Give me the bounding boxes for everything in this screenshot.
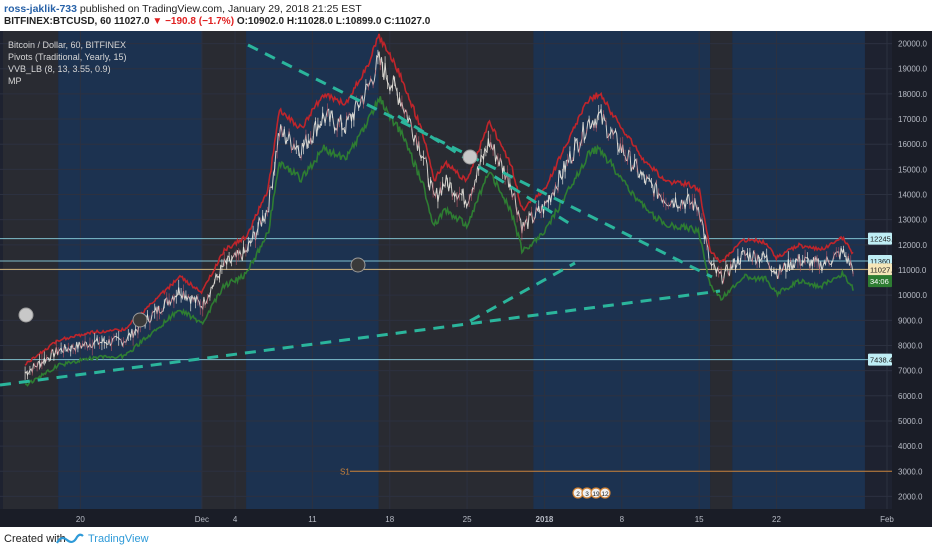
publish-info: published on TradingView.com, January 29…	[79, 3, 362, 15]
price-chart[interactable]: S1 2000.0 3000.0 4000.0 5000.0 6000.0 7000.0 8…	[0, 31, 932, 527]
y-axis-labels: 2000.0 3000.0 4000.0 5000.0 6000.0 7000.0 8000…	[898, 40, 927, 502]
y-tick-label: 12000.0	[898, 241, 927, 250]
y-tick-label: 15000.0	[898, 165, 927, 174]
circle-marker	[462, 149, 478, 165]
event-label: 19	[592, 491, 600, 498]
level-badge-text: 12245.1	[870, 235, 897, 244]
y-tick-label: 11000.0	[898, 266, 927, 275]
y-tick-label: 3000.0	[898, 467, 923, 476]
upper-band-line	[24, 33, 854, 366]
price-change: −190.8 (−1.7%)	[165, 16, 235, 27]
legend-mp[interactable]: MP	[8, 76, 22, 86]
level-badge-text: 11027.0	[870, 265, 897, 274]
y-tick-label: 8000.0	[898, 341, 923, 350]
y-tick-label: 7000.0	[898, 367, 923, 376]
circle-marker	[350, 257, 366, 273]
y-tick-label: 13000.0	[898, 216, 927, 225]
y-tick-label: 9000.0	[898, 316, 923, 325]
down-arrow-icon: ▼	[152, 16, 163, 27]
circle-markers[interactable]	[18, 149, 478, 328]
legend-pivots[interactable]: Pivots (Traditional, Yearly, 15)	[8, 52, 127, 62]
price-axis[interactable]	[892, 31, 932, 527]
price-line	[24, 51, 854, 377]
event-label: 12	[601, 491, 609, 498]
bollinger-bands	[24, 33, 854, 387]
y-tick-label: 20000.0	[898, 40, 927, 49]
y-tick-label: 18000.0	[898, 90, 927, 99]
circle-marker	[132, 312, 148, 328]
dashed-trendline	[469, 261, 576, 323]
x-tick-label: 4	[233, 515, 238, 524]
y-tick-label: 17000.0	[898, 115, 927, 124]
ohlc-line: BITFINEX:BTCUSD, 60 11027.0 ▼ −190.8 (−1…	[4, 16, 430, 27]
level-badge-text: 11360.1	[870, 257, 897, 266]
level-badge	[868, 232, 892, 245]
level-badge	[868, 275, 892, 288]
footer: Created with TradingView	[0, 528, 932, 550]
x-tick-label: 8	[620, 515, 625, 524]
event-markers[interactable]: 2 3 19 12	[572, 487, 611, 499]
legend-title[interactable]: Bitcoin / Dollar, 60, BITFINEX	[8, 40, 126, 50]
dashed-trendline	[247, 43, 713, 279]
high-value: H:11028.0	[286, 16, 334, 27]
level-badge	[868, 263, 892, 276]
x-axis-labels: 20Dec4111825201881522Feb1219	[76, 515, 895, 524]
time-axis[interactable]	[0, 509, 892, 527]
x-tick-label: 22	[772, 515, 781, 524]
x-tick-label: 15	[695, 515, 704, 524]
pivot-s1-label: S1	[340, 467, 350, 476]
publisher-line: ross-jaklik-733 published on TradingView…	[4, 3, 362, 15]
event-marker	[599, 487, 611, 499]
lower-band-line	[24, 96, 854, 387]
x-tick-label: 18	[385, 515, 394, 524]
chart-header: ross-jaklik-733 published on TradingView…	[0, 0, 932, 30]
level-badge	[868, 353, 892, 366]
dashed-trendline	[0, 289, 721, 387]
last-price: 11027.0	[114, 16, 150, 27]
close-value: C:11027.0	[384, 16, 431, 27]
tradingview-logo-icon	[56, 533, 84, 544]
x-tick-label: 11	[308, 515, 317, 524]
event-label: 3	[585, 491, 589, 498]
event-label: 2	[576, 491, 580, 498]
y-tick-label: 2000.0	[898, 492, 923, 501]
x-tick-label: 20	[76, 515, 85, 524]
tradingview-brand[interactable]: TradingView	[88, 533, 149, 545]
trendlines[interactable]	[0, 43, 721, 387]
created-with-label: Created with	[4, 533, 66, 545]
x-tick-label: 25	[463, 515, 472, 524]
dashed-trendline	[397, 114, 576, 229]
x-tick-label: Feb	[880, 515, 894, 524]
y-tick-label: 14000.0	[898, 191, 927, 200]
x-tick-label: 2018	[536, 515, 554, 524]
indicator-legend[interactable]: Bitcoin / Dollar, 60, BITFINEX Pivots (T…	[8, 40, 127, 86]
y-tick-label: 5000.0	[898, 417, 923, 426]
low-value: L:10899.0	[335, 16, 382, 27]
y-tick-label: 4000.0	[898, 442, 923, 451]
y-tick-label: 10000.0	[898, 291, 927, 300]
legend-vvb[interactable]: VVB_LB (8, 13, 3.55, 0.9)	[8, 64, 111, 74]
level-badge-text: 7438.4	[870, 356, 893, 365]
symbol-label[interactable]: BITFINEX:BTCUSD, 60	[4, 16, 112, 27]
level-badge-text: 34:06	[870, 277, 889, 286]
open-value: O:10902.0	[236, 16, 285, 27]
chart-area[interactable]: S1 2000.0 3000.0 4000.0 5000.0 6000.0 7000.0 8…	[0, 31, 932, 527]
circle-marker	[18, 307, 34, 323]
y-tick-label: 19000.0	[898, 65, 927, 74]
price-series	[24, 49, 854, 380]
y-tick-label: 6000.0	[898, 392, 923, 401]
y-tick-label: 16000.0	[898, 140, 927, 149]
x-tick-label: Dec	[195, 515, 209, 524]
publisher-username[interactable]: ross-jaklik-733	[4, 3, 77, 15]
